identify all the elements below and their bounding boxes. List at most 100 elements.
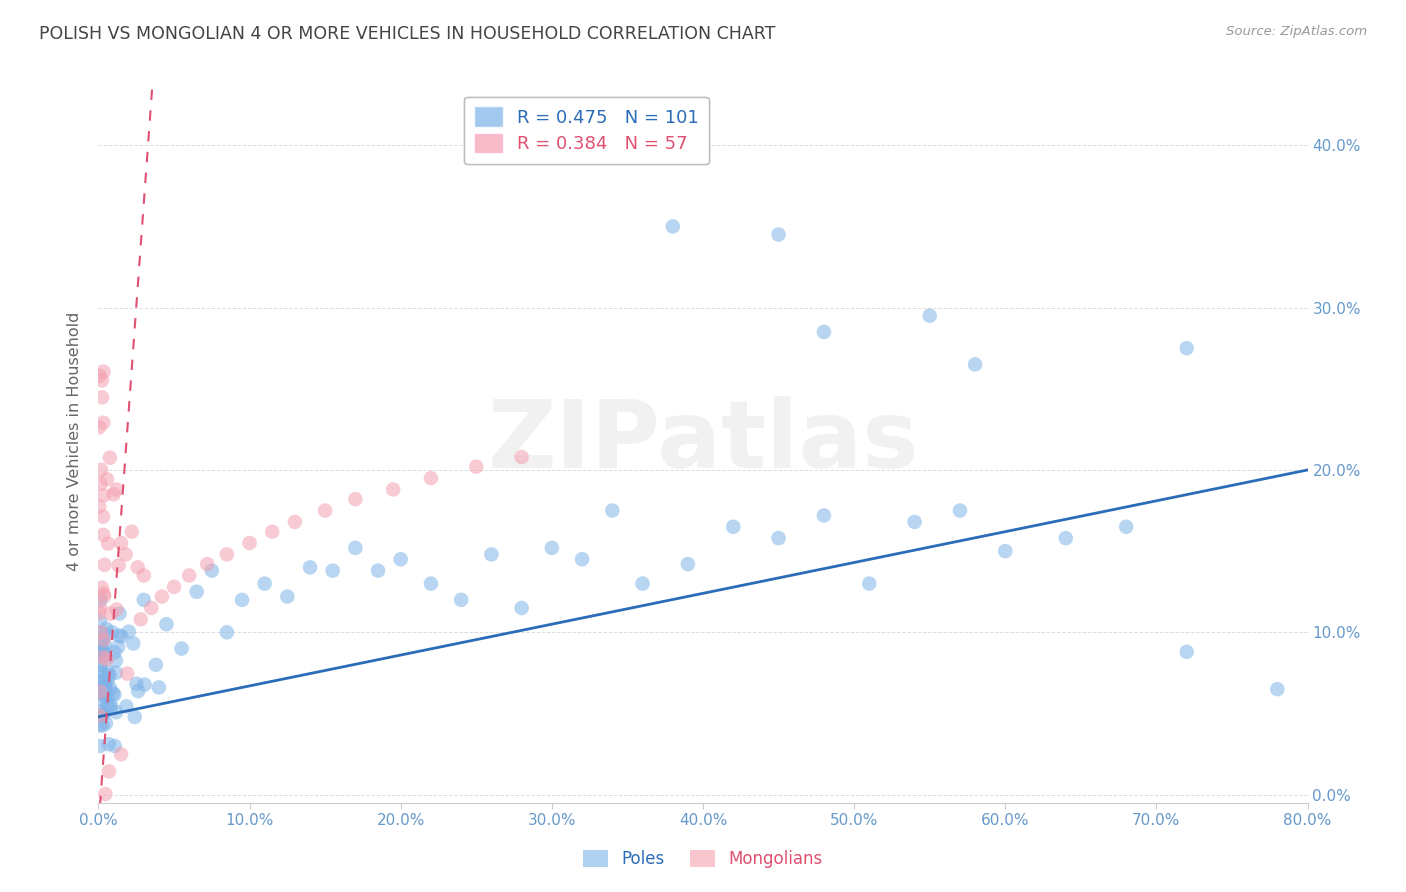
Point [145, 657, 167, 672]
Point [89, 676, 111, 690]
Point [314, 503, 336, 517]
Point [276, 590, 298, 604]
Point [91, 650, 114, 665]
Point [93, 648, 115, 662]
Point [110, 630, 132, 644]
Legend: Poles, Mongolians: Poles, Mongolians [576, 843, 830, 875]
Point [89, 593, 111, 607]
Point [97, 665, 120, 680]
Point [97, 536, 120, 550]
Point [768, 531, 790, 545]
Point [89, 636, 111, 650]
Point [420, 576, 443, 591]
Point [91, 682, 114, 697]
Point [215, 548, 238, 562]
Point [382, 483, 405, 497]
Point [97, 737, 120, 751]
Point [114, 548, 136, 562]
Point [90, 581, 112, 595]
Text: POLISH VS MONGOLIAN 4 OR MORE VEHICLES IN HOUSEHOLD CORRELATION CHART: POLISH VS MONGOLIAN 4 OR MORE VEHICLES I… [39, 25, 776, 43]
Point [1115, 520, 1137, 534]
Point [97, 673, 120, 688]
Point [134, 678, 156, 692]
Point [918, 309, 941, 323]
Point [93, 365, 115, 379]
Point [141, 601, 163, 615]
Point [89, 658, 111, 673]
Point [124, 710, 146, 724]
Point [89, 674, 111, 689]
Point [91, 632, 114, 647]
Point [284, 515, 307, 529]
Point [89, 600, 111, 615]
Point [96, 652, 118, 666]
Point [89, 368, 111, 383]
Point [89, 739, 111, 753]
Point [94, 716, 117, 731]
Point [91, 718, 114, 732]
Point [108, 607, 131, 621]
Point [100, 607, 122, 621]
Point [89, 614, 111, 628]
Point [858, 576, 880, 591]
Point [122, 636, 145, 650]
Point [94, 690, 117, 705]
Point [676, 557, 699, 571]
Point [98, 681, 121, 696]
Point [89, 647, 111, 661]
Point [105, 602, 128, 616]
Point [89, 708, 111, 723]
Point [231, 592, 253, 607]
Point [115, 699, 138, 714]
Point [93, 488, 115, 502]
Point [94, 673, 117, 687]
Point [89, 718, 111, 732]
Point [389, 552, 412, 566]
Point [90, 625, 112, 640]
Point [90, 463, 112, 477]
Point [148, 681, 170, 695]
Point [94, 787, 117, 801]
Point [904, 515, 927, 529]
Point [103, 645, 125, 659]
Point [118, 624, 141, 639]
Point [186, 584, 208, 599]
Text: ZIPatlas: ZIPatlas [488, 395, 918, 488]
Point [631, 576, 654, 591]
Point [103, 487, 125, 501]
Point [344, 541, 367, 555]
Point [322, 564, 344, 578]
Point [89, 606, 111, 620]
Point [96, 650, 118, 665]
Point [89, 648, 111, 663]
Point [1175, 645, 1198, 659]
Point [813, 325, 835, 339]
Point [602, 503, 624, 517]
Point [994, 544, 1017, 558]
Point [93, 558, 115, 572]
Point [121, 524, 143, 539]
Point [96, 472, 118, 486]
Point [299, 560, 322, 574]
Point [93, 586, 115, 600]
Point [107, 558, 129, 573]
Point [96, 689, 118, 703]
Point [481, 548, 503, 562]
Point [93, 589, 115, 603]
Point [89, 663, 111, 677]
Point [91, 373, 114, 387]
Point [89, 686, 111, 700]
Point [96, 698, 118, 712]
Point [723, 520, 745, 534]
Point [90, 632, 112, 646]
Point [163, 580, 186, 594]
Point [510, 450, 533, 464]
Point [661, 219, 683, 234]
Point [93, 638, 115, 652]
Point [1267, 682, 1289, 697]
Point [100, 700, 122, 714]
Point [155, 617, 177, 632]
Point [239, 536, 262, 550]
Point [89, 684, 111, 698]
Point [420, 471, 443, 485]
